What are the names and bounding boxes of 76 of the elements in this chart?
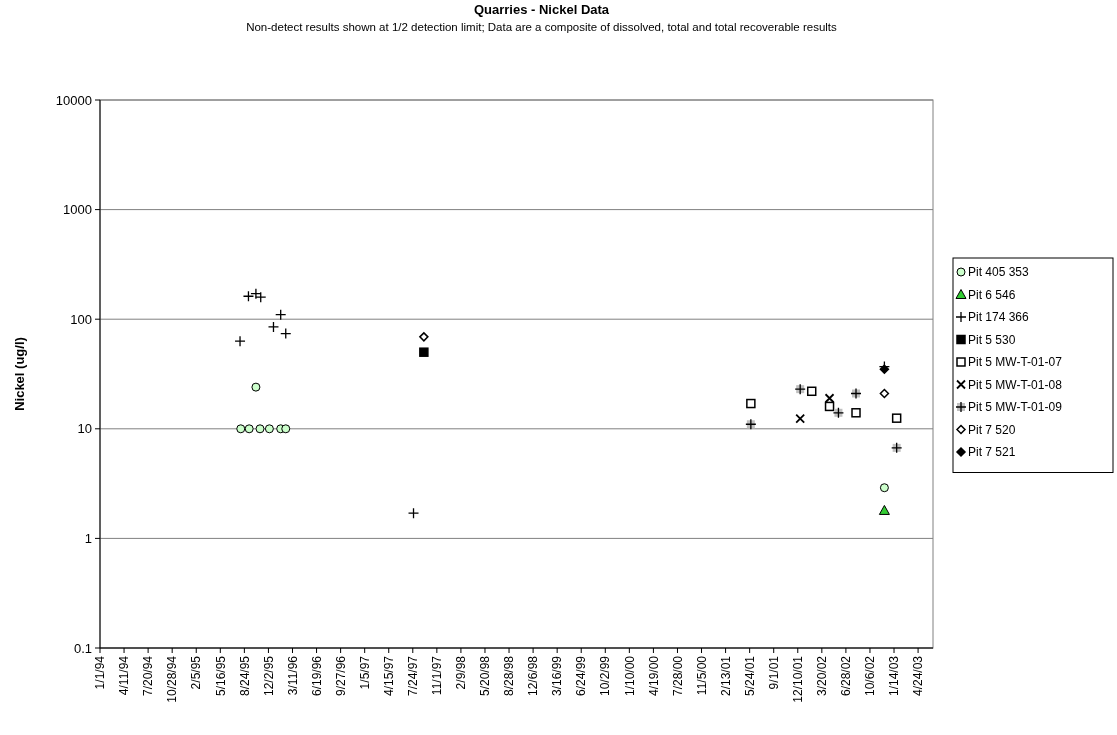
x-tick-label: 2/5/95: [189, 655, 204, 690]
legend-label: Pit 5 MW-T-01-09: [968, 400, 1063, 415]
point: [255, 424, 265, 434]
legend-label: Pit 5 MW-T-01-08: [968, 377, 1063, 392]
x-tick-label: 7/20/94: [141, 655, 156, 697]
legend-label: Pit 7 520: [968, 422, 1016, 437]
x-tick-label: 6/28/02: [839, 655, 854, 697]
x-tick-label: 3/11/96: [285, 655, 300, 696]
point: [419, 347, 429, 357]
point: [280, 327, 292, 340]
x-tick-label: 12/10/01: [790, 655, 805, 703]
legend-label: Pit 6 546: [968, 287, 1016, 302]
x-tick-label: 10/2/99: [598, 655, 613, 697]
x-tick-label: 3/16/99: [550, 655, 565, 697]
chart-title: Quarries - Nickel Data: [473, 2, 610, 17]
x-tick-label: 7/24/97: [406, 655, 420, 697]
y-axis-title: Nickel (ug/l): [12, 337, 27, 411]
x-tick-label: 12/2/95: [261, 655, 276, 697]
x-tick-label: 8/24/95: [237, 655, 252, 697]
y-tick-label: 10000: [55, 92, 92, 108]
x-tick-label: 4/11/94: [117, 655, 132, 696]
x-tick-label: 11/5/00: [694, 655, 709, 696]
x-tick-label: 9/27/96: [333, 655, 348, 697]
x-tick-label: 1/14/03: [887, 655, 902, 697]
point: [878, 504, 890, 515]
point: [267, 321, 280, 333]
x-tick-label: 6/24/99: [574, 655, 589, 697]
y-tick-label: 1000: [63, 202, 92, 218]
point: [236, 424, 246, 434]
legend-label: Pit 5 MW-T-01-07: [968, 355, 1063, 370]
point: [419, 332, 429, 342]
point: [746, 398, 756, 409]
point: [264, 424, 274, 434]
x-tick-label: 2/9/98: [454, 655, 469, 690]
x-tick-label: 5/16/95: [213, 655, 228, 697]
x-tick-label: 10/6/02: [863, 655, 878, 697]
y-tick-label: 1: [84, 530, 92, 546]
point: [407, 507, 420, 519]
x-tick-label: 7/28/00: [670, 655, 685, 697]
x-tick-label: 4/24/03: [911, 655, 926, 697]
point: [891, 413, 902, 423]
point: [824, 401, 835, 412]
x-tick-label: 5/24/01: [742, 655, 757, 697]
x-tick-label: 12/6/98: [526, 655, 541, 697]
x-tick-label: 11/1/97: [430, 655, 445, 696]
legend-label: Pit 174 366: [968, 310, 1030, 325]
x-tick-label: 1/5/97: [357, 655, 372, 690]
x-tick-label: 9/1/01: [766, 655, 781, 690]
x-tick-label: 2/13/01: [718, 655, 733, 697]
point: [242, 290, 255, 302]
y-tick-label: 100: [70, 311, 92, 327]
point: [795, 413, 806, 424]
point: [879, 483, 889, 493]
x-tick-label: 10/28/94: [165, 655, 180, 703]
x-tick-label: 1/10/00: [622, 655, 637, 697]
x-tick-label: 6/19/96: [309, 655, 324, 697]
x-tick-label: 4/19/00: [646, 655, 661, 697]
point: [234, 335, 246, 347]
point: [281, 424, 291, 434]
x-tick-label: 5/20/98: [478, 655, 493, 697]
x-tick-label: 4/15/97: [381, 655, 396, 697]
y-tick-label: 0.1: [73, 640, 92, 656]
x-tick-label: 1/1/94: [93, 655, 108, 690]
legend-label: Pit 5 530: [968, 332, 1016, 347]
x-tick-label: 8/28/98: [502, 655, 517, 697]
chart-subtitle: Non-detect results shown at 1/2 detection limit; Data are a composite of dissolved, total and total recoverable results: [246, 21, 838, 33]
point: [244, 424, 254, 434]
point: [275, 309, 287, 321]
point: [806, 386, 817, 397]
legend-label: Pit 405 353: [968, 265, 1030, 280]
point: [879, 364, 890, 374]
x-tick-label: 3/20/02: [815, 655, 830, 697]
legend-label: Pit 7 521: [968, 445, 1016, 460]
y-tick-label: 10: [77, 421, 92, 437]
point: [251, 382, 261, 392]
point: [851, 408, 861, 418]
